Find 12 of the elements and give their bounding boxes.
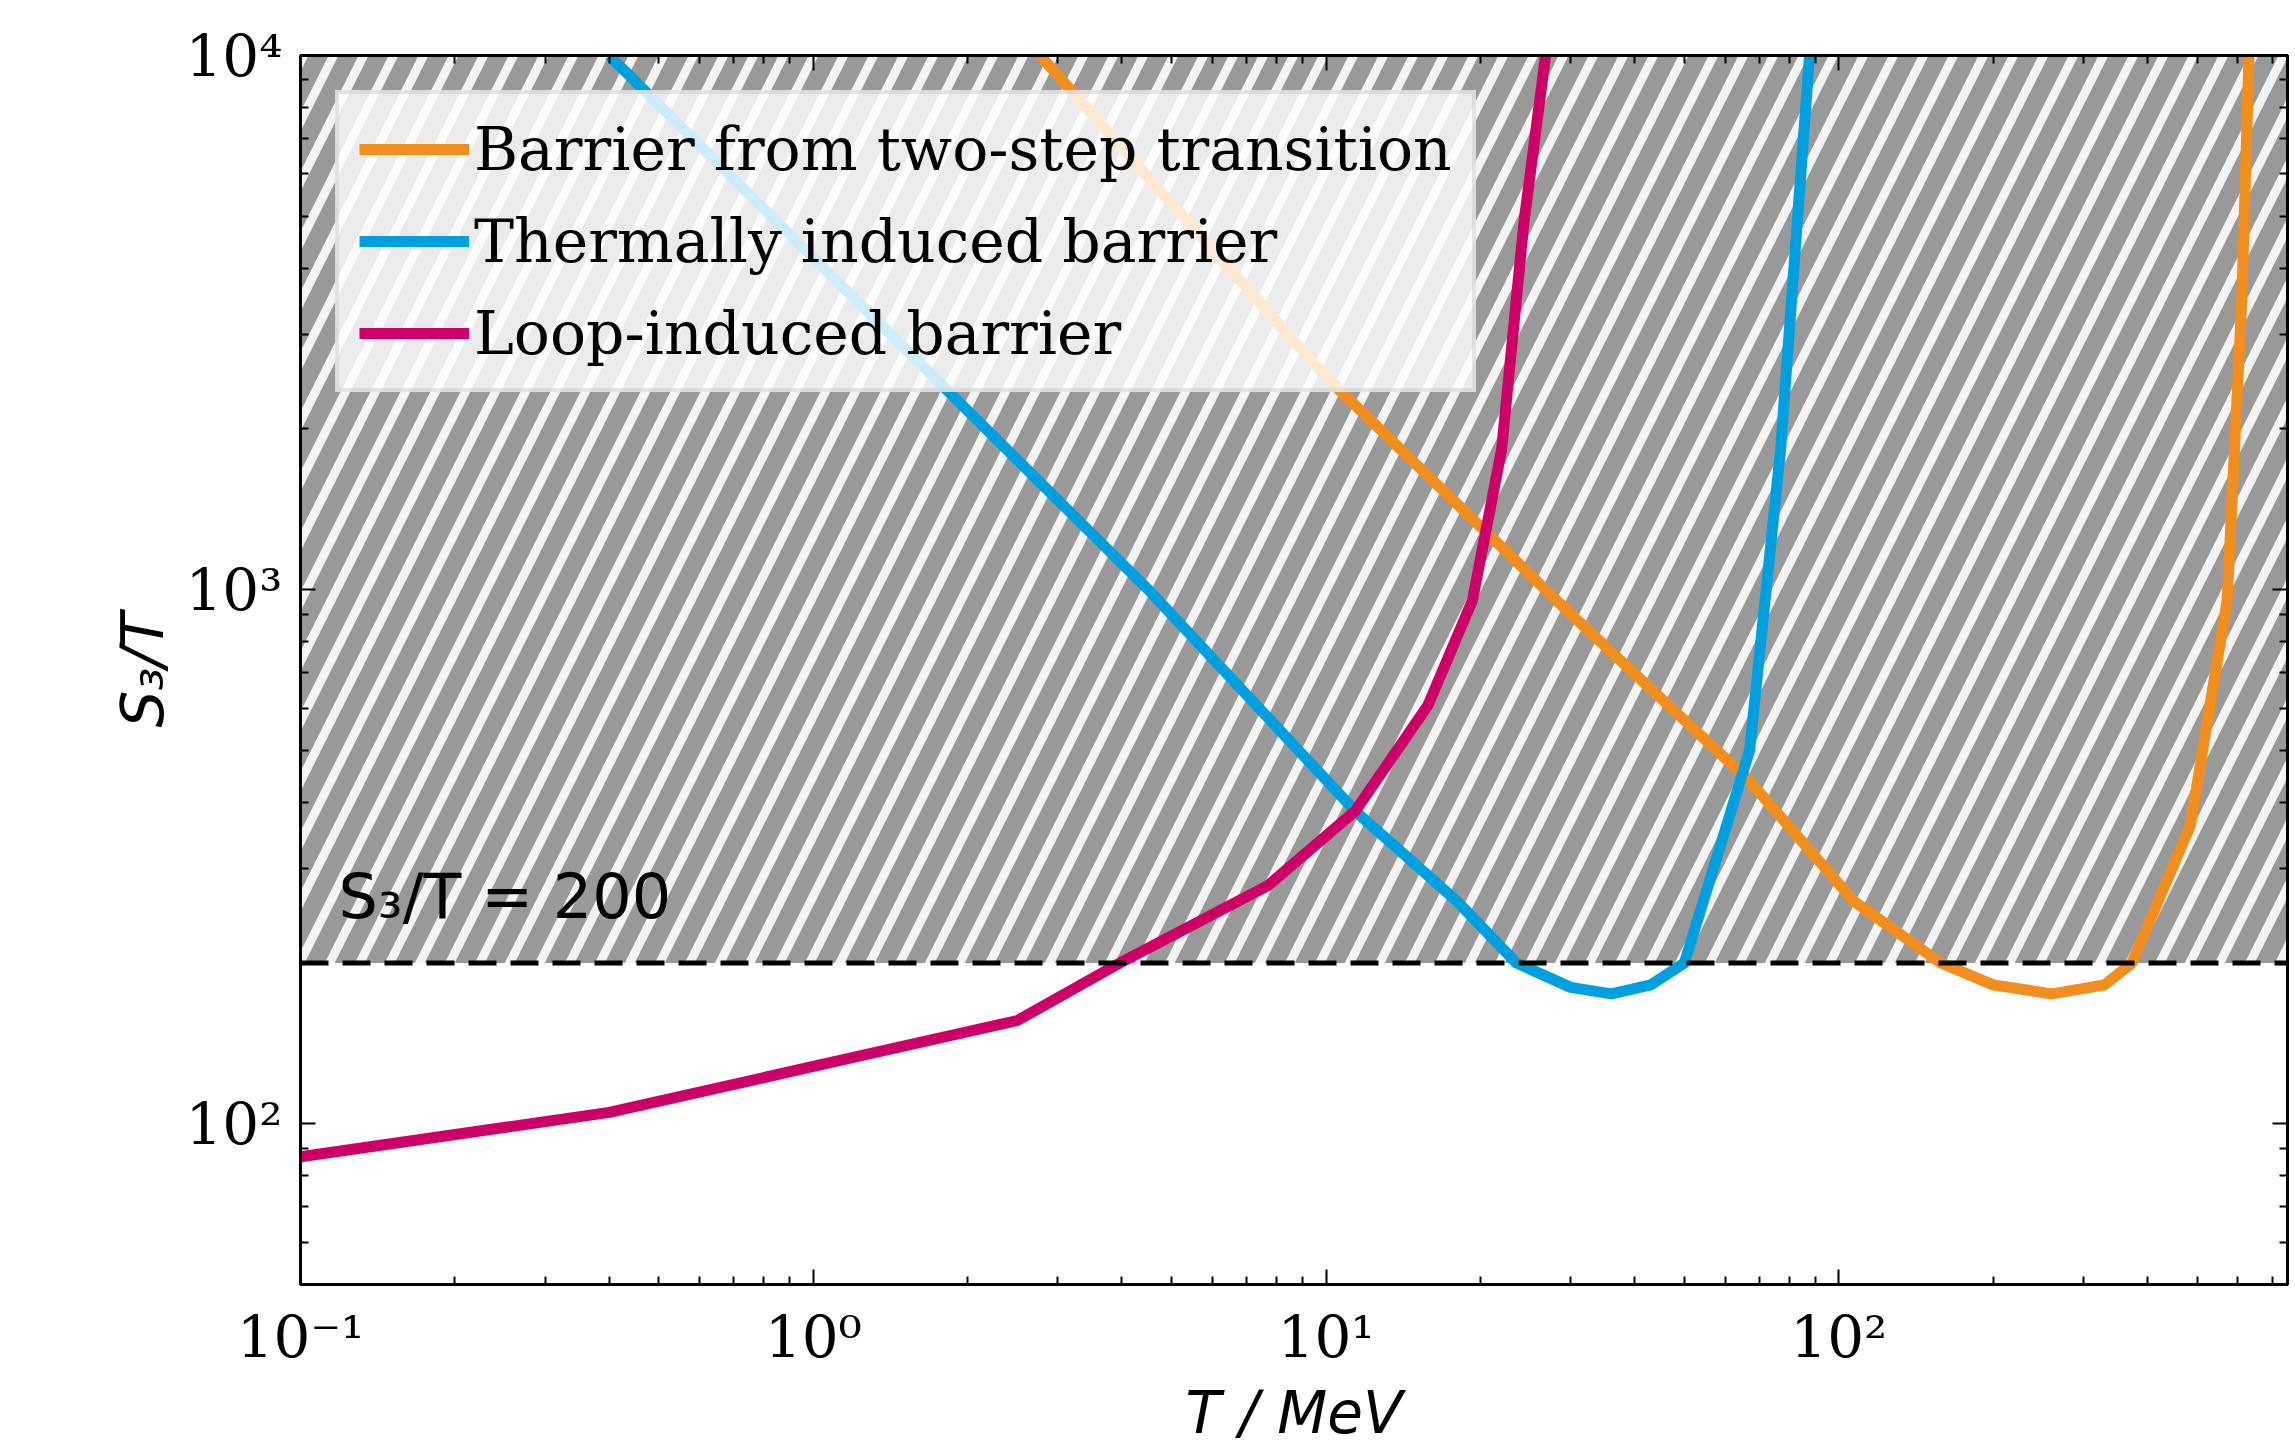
y-tick-label: 10⁴ bbox=[185, 21, 283, 90]
legend-label: Thermally induced barrier bbox=[474, 206, 1278, 276]
x-tick-label: 10⁻¹ bbox=[236, 1302, 365, 1371]
x-tick-label: 10¹ bbox=[1277, 1302, 1375, 1371]
y-tick-label: 10³ bbox=[185, 555, 283, 624]
x-tick-label: 10² bbox=[1790, 1302, 1888, 1371]
x-axis-title: T / MeV bbox=[1185, 1378, 1407, 1447]
legend-label: Barrier from two-step transition bbox=[474, 114, 1452, 184]
y-axis-title: S₃/T bbox=[109, 607, 178, 728]
y-tick-label: 10² bbox=[185, 1089, 283, 1158]
x-tick-label: 10⁰ bbox=[764, 1302, 862, 1371]
legend-label: Loop-induced barrier bbox=[474, 298, 1122, 368]
